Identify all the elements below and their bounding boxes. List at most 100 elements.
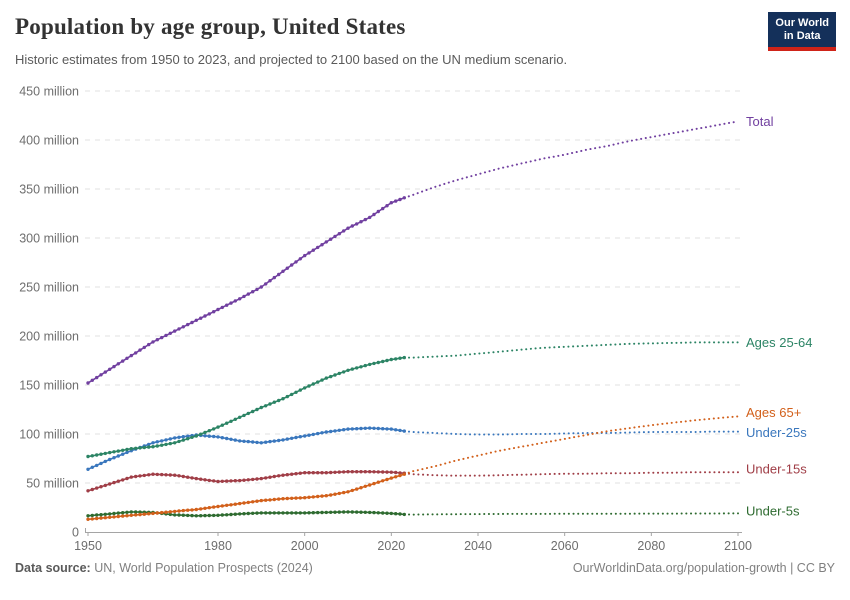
data-point [398, 197, 402, 202]
data-point [207, 506, 211, 510]
data-point [216, 307, 220, 312]
data-point [355, 487, 359, 491]
data-point [86, 454, 90, 459]
data-point [329, 237, 333, 241]
data-point [90, 487, 95, 492]
data-point [129, 353, 133, 358]
data-point [398, 473, 402, 478]
data-point [95, 463, 99, 468]
data-point [337, 510, 341, 514]
data-point [311, 511, 315, 515]
data-point [264, 511, 268, 515]
data-point [220, 436, 224, 440]
data-point [216, 479, 220, 484]
data-point [337, 470, 341, 474]
data-point [324, 494, 328, 498]
data-point [134, 513, 138, 517]
data-point [86, 381, 90, 385]
data-point [125, 450, 129, 455]
data-point [168, 441, 172, 446]
data-point [246, 511, 250, 516]
data-point [177, 439, 181, 444]
data-point [342, 470, 346, 474]
data-point [272, 275, 276, 280]
data-point [311, 248, 315, 252]
data-point [385, 358, 389, 363]
y-tick-label: 250 million [19, 281, 79, 295]
data-point [259, 441, 263, 445]
data-point [95, 453, 99, 457]
data-point [363, 363, 367, 368]
data-point [268, 511, 272, 515]
data-point [281, 269, 285, 273]
data-point [320, 471, 324, 475]
data-point [121, 359, 125, 363]
data-point [99, 373, 103, 377]
data-point [324, 430, 328, 434]
series-label-under-25s: Under-25s [746, 425, 807, 440]
y-tick-label: 450 million [19, 85, 79, 99]
data-point [320, 510, 324, 515]
data-point [147, 342, 151, 347]
data-point [346, 226, 350, 230]
data-point [160, 443, 164, 447]
x-tick-label: 2040 [464, 539, 492, 553]
data-point [381, 470, 385, 474]
data-point [173, 436, 177, 440]
data-point [203, 513, 207, 518]
data-point [186, 513, 190, 518]
data-point [164, 473, 168, 477]
data-point [294, 435, 298, 440]
data-point [259, 476, 263, 481]
data-point [121, 478, 125, 482]
data-point [268, 498, 272, 502]
data-point [355, 366, 359, 370]
data-point [177, 509, 181, 513]
data-point [168, 512, 172, 517]
data-point [307, 251, 311, 255]
series-under-25s: Under-25s [86, 425, 807, 471]
data-point [337, 491, 341, 496]
data-point [333, 429, 337, 433]
series-under-5s: Under-5s [86, 503, 800, 518]
data-point [121, 511, 125, 515]
footer-link[interactable]: OurWorldinData.org/population-growth | C… [572, 561, 835, 575]
data-point [242, 439, 246, 443]
data-point [294, 390, 298, 394]
data-point [363, 510, 367, 514]
data-point [346, 490, 350, 494]
data-point [268, 475, 272, 479]
data-point [281, 511, 285, 515]
series-line-projected [403, 415, 739, 476]
data-source: Data source: UN, World Population Prospe… [15, 561, 313, 575]
data-point [303, 386, 307, 390]
data-point [385, 204, 389, 208]
data-point [281, 473, 285, 477]
data-point [86, 489, 90, 493]
data-point [103, 451, 108, 456]
data-point [290, 263, 294, 267]
data-point [233, 502, 237, 506]
data-point [229, 437, 233, 441]
data-point [251, 511, 255, 515]
data-point [329, 374, 333, 379]
data-point [355, 222, 359, 226]
series-line-projected [403, 512, 739, 516]
data-point [246, 439, 250, 444]
data-point [207, 434, 211, 438]
series-ages-65-: Ages 65+ [86, 405, 801, 521]
data-point [294, 472, 298, 476]
data-point [255, 407, 259, 412]
data-point [164, 333, 168, 338]
data-point [290, 472, 294, 476]
owid-logo[interactable]: Our World in Data [768, 12, 836, 51]
data-point [90, 454, 95, 458]
data-point [138, 474, 142, 478]
data-point [216, 513, 220, 517]
data-point [194, 434, 198, 438]
data-point [389, 201, 393, 205]
data-point [285, 437, 289, 441]
data-point [151, 472, 155, 476]
data-point [129, 510, 133, 514]
